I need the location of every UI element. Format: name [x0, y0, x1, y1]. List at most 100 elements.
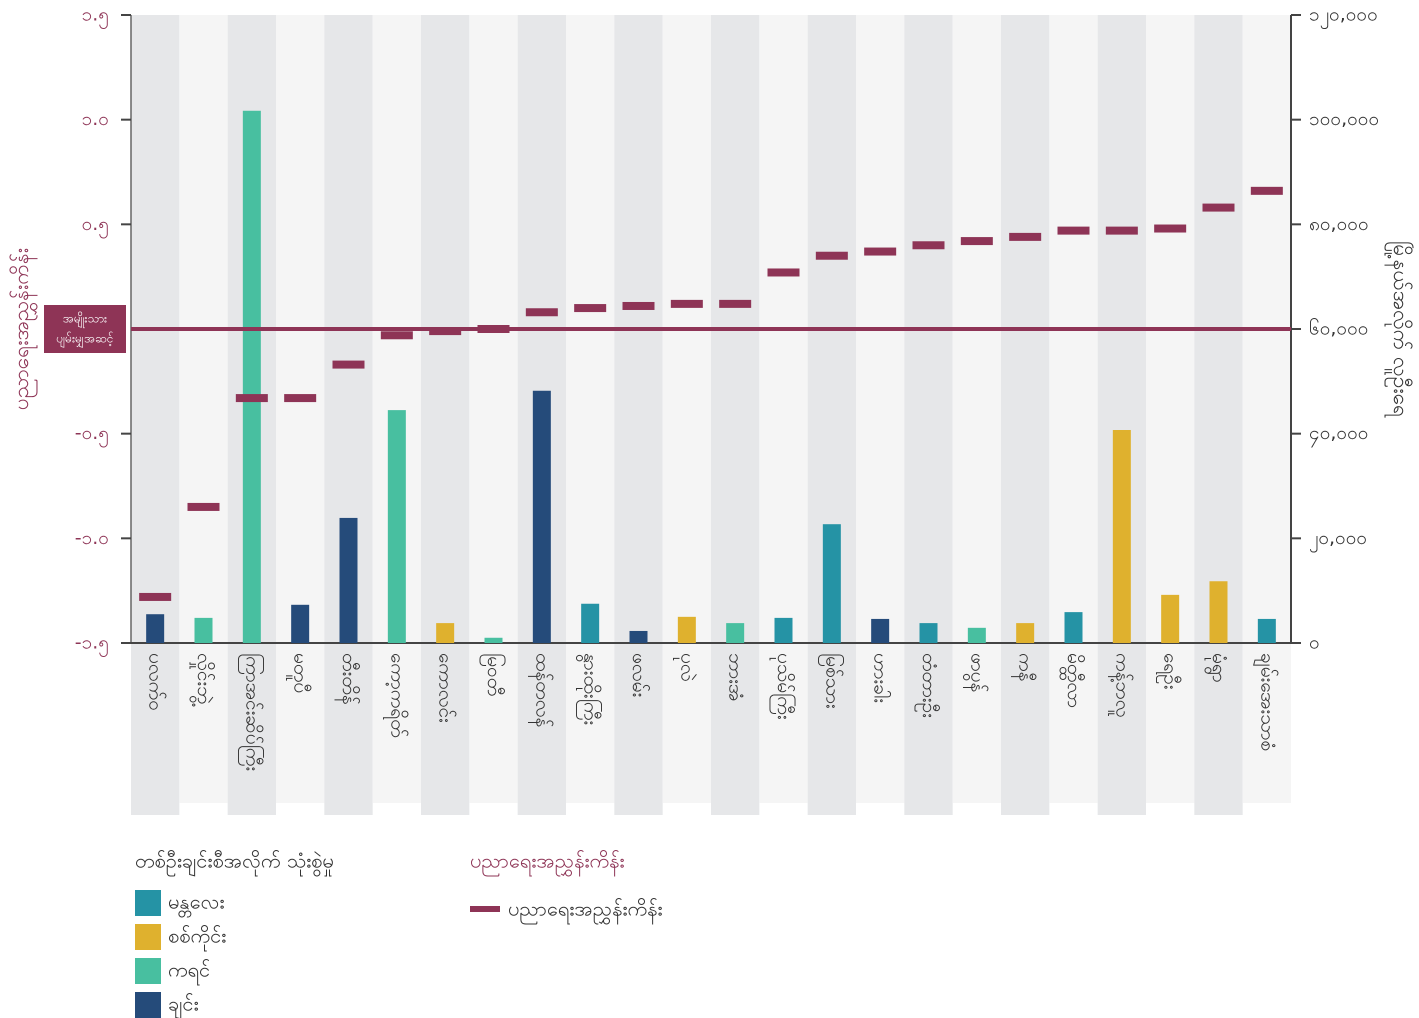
- legend-swatch: [135, 890, 161, 916]
- marker: [477, 325, 510, 333]
- column-band: [662, 15, 711, 803]
- legend-swatch: [135, 992, 161, 1018]
- legend-label: စစ်ကိုင်း: [168, 924, 226, 952]
- y2-tick-label: ၄၀,၀၀၀: [1309, 422, 1368, 448]
- reference-box: [44, 305, 126, 353]
- column-band: [952, 15, 1001, 803]
- marker: [284, 394, 317, 403]
- legend-swatch: [135, 958, 161, 984]
- column-band: [759, 15, 808, 803]
- x-tick-label: နွားထိုးကြီး: [576, 653, 604, 725]
- bar: [484, 637, 503, 643]
- y2-tick-label: ၀: [1309, 632, 1320, 654]
- x-tick-label: ကနီ: [1011, 653, 1038, 681]
- legend-swatch: [135, 924, 161, 950]
- x-tick-label: ကန့်ဘလူ: [1107, 653, 1134, 718]
- column-band: [421, 15, 470, 815]
- bar: [242, 110, 261, 643]
- column-band: [469, 15, 518, 803]
- line-legend-swatch: [470, 906, 500, 912]
- x-tick-label: မတူပီ: [286, 653, 313, 693]
- column-band: [1194, 15, 1243, 815]
- marker: [332, 360, 365, 369]
- bar: [677, 616, 696, 643]
- bar: [967, 627, 986, 643]
- bar: [726, 623, 745, 643]
- x-tick-label: ပုလဲ: [672, 653, 698, 682]
- y-tick-label: -၁.၅: [75, 632, 109, 658]
- legend-label: ချင်း: [168, 992, 199, 1018]
- x-tick-label: ဟားခါး: [870, 653, 893, 703]
- bar: [919, 623, 938, 643]
- reference-label: ပျမ်းမျှအဆင့်: [56, 331, 113, 349]
- x-tick-label: ပုသိမ်ကြီး: [769, 653, 797, 720]
- reference-label: အမျိုးသား: [63, 311, 107, 329]
- marker: [767, 268, 800, 277]
- column-band: [904, 15, 953, 815]
- marker: [1202, 203, 1235, 212]
- bar: [871, 618, 890, 643]
- bar: [822, 524, 841, 643]
- marker: [574, 304, 607, 313]
- x-tick-label: ရေဦး: [1156, 653, 1183, 690]
- x-tick-label: ထန်တလန်: [527, 653, 554, 728]
- marker: [815, 251, 848, 260]
- y2-tick-label: ၁၂၀,၀၀၀: [1309, 4, 1378, 30]
- column-band: [1097, 15, 1146, 815]
- y-tick-label: -၀.၅: [75, 422, 109, 448]
- line-legend-title: ပညာရေးအညွှန်းကိန်း: [470, 849, 625, 877]
- marker: [622, 301, 655, 310]
- marker: [380, 331, 413, 340]
- y-tick-label: ၁.၀: [82, 108, 109, 130]
- column-band: [179, 15, 228, 803]
- bar: [629, 630, 648, 643]
- line-legend-label: ပညာရေးအညွှန်းကိန်း: [508, 897, 663, 925]
- marker: [235, 394, 268, 403]
- x-tick-label: မြဝတီ: [479, 653, 507, 696]
- legend-label: မန္တလေး: [168, 890, 224, 918]
- x-tick-label: ချမ်းအေးသာစံ: [1252, 653, 1279, 751]
- y2-tick-label: ၂၀,၀၀၀: [1309, 527, 1367, 553]
- marker: [139, 592, 172, 601]
- x-tick-label: ကော့ကရိတ်: [382, 653, 409, 738]
- bar: [339, 517, 358, 643]
- column-band: [566, 15, 615, 803]
- column-band: [372, 15, 421, 803]
- x-tick-label: ကြာအင်းဆိပ်ကြီး: [237, 653, 265, 771]
- y-tick-label: -၁.၀: [75, 527, 109, 549]
- x-tick-label: ကောလင်း: [435, 653, 458, 723]
- marker: [1057, 226, 1090, 235]
- marker: [719, 299, 752, 308]
- bar: [146, 614, 165, 643]
- column-band: [1146, 15, 1195, 803]
- bar: [194, 617, 213, 643]
- bar: [436, 623, 455, 643]
- y2-axis-label: မြို့နယ်အလိုက် လူဦးရေ: [1384, 241, 1415, 418]
- x-tick-label: ပလက်ဝ: [145, 653, 168, 711]
- bar: [532, 390, 551, 643]
- y-tick-label: ၀.၅: [82, 213, 109, 239]
- marker: [912, 241, 945, 250]
- marker: [187, 502, 220, 511]
- marker: [960, 237, 993, 246]
- column-band: [1242, 15, 1291, 803]
- x-tick-label: မြစ်သား: [817, 653, 845, 709]
- marker: [429, 327, 462, 336]
- x-tick-label: တီးတိန်: [334, 653, 361, 705]
- column-band: [324, 15, 373, 815]
- bar: [581, 603, 600, 643]
- marker: [1154, 224, 1187, 233]
- x-tick-label: မုံရွာ: [1204, 653, 1230, 683]
- column-band: [711, 15, 760, 815]
- y-tick-label: ၁.၅: [82, 4, 109, 30]
- column-band: [1001, 15, 1050, 815]
- y2-tick-label: ၁၀၀,၀၀၀: [1309, 108, 1379, 130]
- marker: [670, 299, 703, 308]
- marker: [864, 247, 897, 256]
- legend-label: ကရင်: [168, 958, 210, 986]
- bar: [1112, 430, 1131, 643]
- marker: [1009, 232, 1042, 241]
- bar: [1257, 618, 1276, 643]
- column-band: [1049, 15, 1098, 803]
